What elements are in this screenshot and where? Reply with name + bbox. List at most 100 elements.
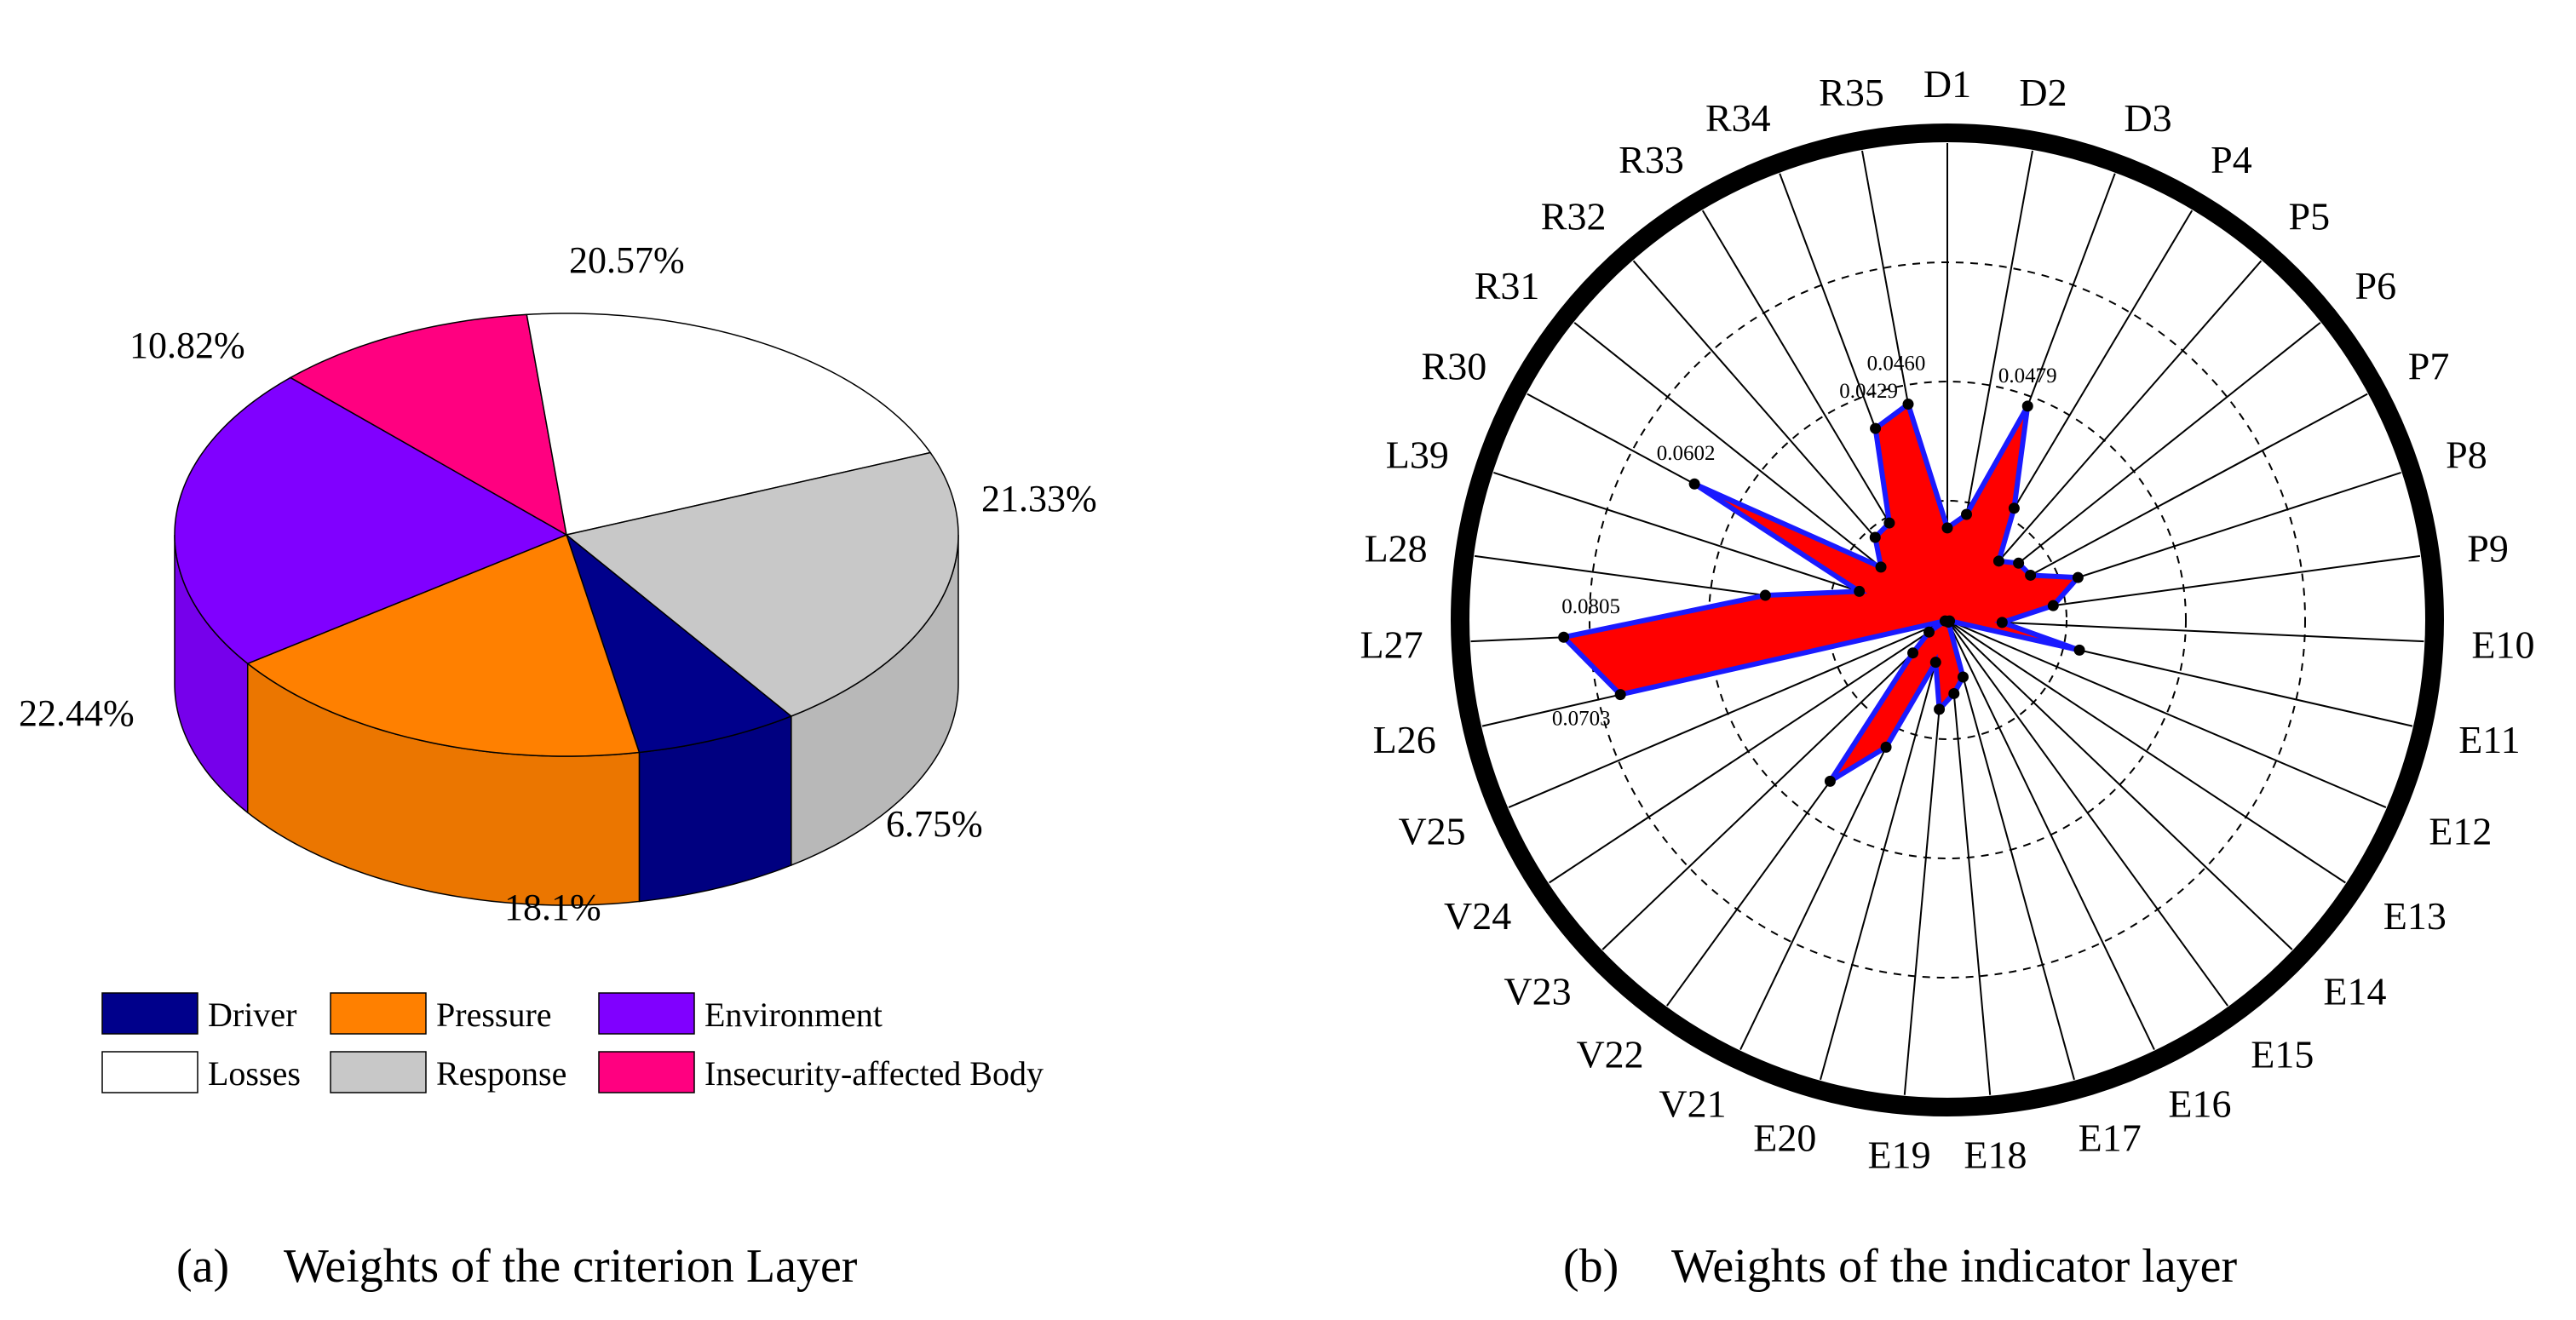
radar-label-r35: R35 xyxy=(1819,71,1884,114)
radar-grid-circle xyxy=(1827,500,2067,740)
radar-point-e17 xyxy=(1957,671,1969,683)
legend-swatch-driver xyxy=(101,992,198,1035)
legend-label-insecurity-affected-body: Insecurity-affected Body xyxy=(704,1054,1044,1093)
radar-label-e12: E12 xyxy=(2429,810,2492,853)
radar-label-l28: L28 xyxy=(1365,526,1428,570)
radar-label-e14: E14 xyxy=(2323,969,2386,1013)
radar-label-p8: P8 xyxy=(2446,433,2487,476)
radar-label-e18: E18 xyxy=(1964,1133,2027,1176)
radar-value-label-d3: 0.0479 xyxy=(1998,364,2057,387)
radar-value-label-r30: 0.0602 xyxy=(1657,442,1716,465)
legend-label-response: Response xyxy=(436,1054,566,1093)
radar-point-r31 xyxy=(1875,561,1887,573)
radar-point-d3 xyxy=(2021,400,2033,412)
radar-point-r34 xyxy=(1870,422,1882,434)
legend-label-pressure: Pressure xyxy=(436,996,552,1034)
radar-label-v25: V25 xyxy=(1398,810,1465,853)
pie-slice-environment xyxy=(174,376,568,665)
radar-point-v22 xyxy=(1824,775,1836,787)
radar-label-p7: P7 xyxy=(2408,344,2450,387)
radar-label-p5: P5 xyxy=(2289,195,2331,238)
radar-point-e19 xyxy=(1934,703,1946,715)
radar-series-area xyxy=(1558,399,2084,783)
radar-value-labels: 0.0479 0.0703 0.0805 0.0602 0.0429 0.0460 xyxy=(1552,353,2057,731)
radar-point-e18 xyxy=(1948,687,1960,699)
radar-point-r33 xyxy=(1883,517,1895,529)
radar-point-p5 xyxy=(1992,555,2004,567)
radar-label-e20: E20 xyxy=(1753,1116,1816,1159)
radar-spoke-e14 xyxy=(1946,619,2293,950)
radar-label-e10: E10 xyxy=(2471,623,2534,666)
radar-point-d1 xyxy=(1941,522,1953,534)
radar-point-p9 xyxy=(2047,600,2059,611)
legend-swatch-pressure xyxy=(330,992,427,1035)
radar-value-label-r34: 0.0429 xyxy=(1839,380,1898,403)
caption-a-marker: (a) xyxy=(176,1240,229,1293)
radar-point-p7 xyxy=(2025,569,2037,581)
caption-b-text: Weights of the indicator layer xyxy=(1671,1240,2238,1293)
pie-label-insecurity-affected-body: 10.82% xyxy=(129,324,245,366)
radar-value-label-l26: 0.0703 xyxy=(1552,708,1611,731)
radar-label-v24: V24 xyxy=(1444,894,1511,938)
radar-label-r30: R30 xyxy=(1422,344,1487,387)
pie-label-driver: 6.75% xyxy=(886,803,983,845)
radar-spoke-e13 xyxy=(1946,619,2346,884)
radar-label-v23: V23 xyxy=(1504,969,1571,1013)
radar-label-l39: L39 xyxy=(1386,433,1449,476)
radar-markers xyxy=(1558,399,2085,787)
radar-label-e17: E17 xyxy=(2079,1116,2142,1159)
radar-point-l26 xyxy=(1614,689,1626,701)
legend-swatch-losses xyxy=(101,1051,198,1093)
pie-slice-pressure xyxy=(246,534,641,757)
radar-label-r31: R31 xyxy=(1475,264,1540,307)
radar-label-v21: V21 xyxy=(1659,1082,1726,1126)
legend-label-losses: Losses xyxy=(208,1054,301,1093)
pie-slice-driver xyxy=(565,532,793,754)
radar-point-l39 xyxy=(1854,585,1866,597)
caption-a: (a) Weights of the criterion Layer xyxy=(176,1240,858,1293)
radar-label-r32: R32 xyxy=(1541,195,1607,238)
radar-point-r35 xyxy=(1902,399,1914,410)
pie-label-response: 21.33% xyxy=(981,478,1097,519)
radar-label-e16: E16 xyxy=(2168,1082,2231,1126)
legend-swatch-environment xyxy=(598,992,695,1035)
radar-point-p6 xyxy=(2013,557,2025,569)
radar-label-r33: R33 xyxy=(1619,138,1684,181)
pie-slice-insecurity-affected-body xyxy=(289,313,568,537)
pie-label-pressure: 18.1% xyxy=(504,887,601,928)
radar-label-d3: D3 xyxy=(2124,96,2171,140)
radar-point-v21 xyxy=(1880,741,1892,753)
radar-label-p9: P9 xyxy=(2467,526,2509,570)
pie-side-walls xyxy=(174,534,959,906)
radar-label-e13: E13 xyxy=(2383,894,2447,938)
radar-label-v22: V22 xyxy=(1576,1033,1643,1076)
radar-grid-circle xyxy=(1708,381,2187,859)
radar-label-l26: L26 xyxy=(1373,718,1436,761)
pie-label-environment: 22.44% xyxy=(19,692,135,734)
radar-outer-ring xyxy=(1451,123,2444,1116)
legend-label-environment: Environment xyxy=(704,996,883,1034)
pie-label-losses: 20.57% xyxy=(569,239,685,281)
radar-point-e10 xyxy=(1996,617,2008,628)
legend-label-driver: Driver xyxy=(208,996,296,1034)
radar-label-e15: E15 xyxy=(2251,1033,2314,1076)
radar-grid-circle xyxy=(1589,261,2306,979)
radar-point-d2 xyxy=(1960,508,1972,520)
radar-point-e20 xyxy=(1929,657,1941,669)
radar-point-v25 xyxy=(1939,615,1951,627)
pie-value-labels: 6.75% 18.1% 22.44% 10.82% 20.57% 21.33% xyxy=(19,239,1097,928)
legend-swatch-insecurity-affected-body xyxy=(598,1051,695,1093)
radar-spoke-e10 xyxy=(1946,619,2424,643)
pie-top-faces xyxy=(174,313,959,757)
radar-point-r30 xyxy=(1688,478,1700,490)
radar-label-l27: L27 xyxy=(1360,623,1423,666)
radar-point-l28 xyxy=(1759,589,1771,601)
radar-value-label-l27: 0.0805 xyxy=(1561,595,1620,618)
radar-value-label-r35: 0.0460 xyxy=(1867,353,1926,376)
radar-label-r34: R34 xyxy=(1705,96,1771,140)
pie-chart: 6.75% 18.1% 22.44% 10.82% 20.57% 21.33% Driver… xyxy=(19,239,1097,1093)
caption-a-text: Weights of the criterion Layer xyxy=(284,1240,858,1293)
radar-label-e19: E19 xyxy=(1867,1133,1930,1176)
radar-point-l27 xyxy=(1558,631,1570,643)
